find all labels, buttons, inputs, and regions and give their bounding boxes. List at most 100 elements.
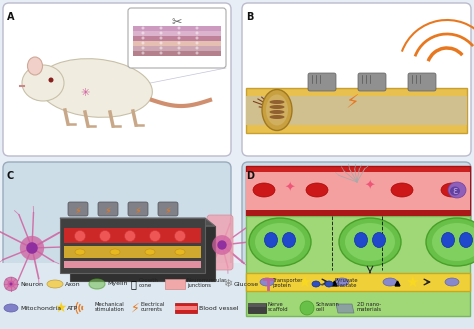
Circle shape	[177, 27, 181, 30]
Text: ⚡: ⚡	[105, 206, 111, 216]
Ellipse shape	[441, 183, 463, 197]
Circle shape	[26, 242, 38, 254]
FancyBboxPatch shape	[133, 46, 221, 50]
Circle shape	[8, 281, 15, 288]
Circle shape	[142, 32, 145, 35]
FancyBboxPatch shape	[98, 202, 118, 216]
Ellipse shape	[426, 218, 474, 266]
Text: ❄: ❄	[223, 279, 233, 289]
Text: Neuron: Neuron	[20, 282, 43, 287]
Text: Blood vessel: Blood vessel	[199, 306, 238, 311]
Ellipse shape	[335, 278, 349, 286]
Ellipse shape	[110, 249, 120, 255]
Ellipse shape	[266, 94, 288, 125]
FancyBboxPatch shape	[133, 36, 221, 40]
FancyBboxPatch shape	[242, 3, 471, 156]
FancyBboxPatch shape	[242, 162, 471, 317]
Ellipse shape	[270, 105, 284, 109]
FancyBboxPatch shape	[358, 73, 386, 91]
FancyBboxPatch shape	[0, 263, 474, 329]
Ellipse shape	[260, 278, 274, 286]
Ellipse shape	[47, 280, 63, 288]
FancyBboxPatch shape	[3, 162, 231, 317]
Circle shape	[195, 27, 199, 30]
FancyBboxPatch shape	[70, 226, 215, 281]
FancyBboxPatch shape	[175, 306, 197, 310]
Ellipse shape	[255, 223, 305, 261]
Ellipse shape	[355, 233, 367, 247]
Text: ⚡: ⚡	[164, 206, 172, 216]
Text: ⚡: ⚡	[74, 206, 82, 216]
Text: C: C	[7, 171, 14, 181]
Ellipse shape	[445, 278, 459, 286]
Circle shape	[212, 235, 232, 255]
Text: ✳: ✳	[80, 88, 90, 98]
FancyBboxPatch shape	[158, 202, 178, 216]
Text: B: B	[246, 12, 254, 22]
Ellipse shape	[450, 187, 460, 195]
Text: ★: ★	[405, 274, 419, 290]
FancyBboxPatch shape	[246, 216, 470, 316]
Ellipse shape	[145, 249, 155, 255]
Circle shape	[217, 240, 227, 250]
Circle shape	[20, 236, 44, 260]
FancyBboxPatch shape	[408, 73, 436, 91]
Ellipse shape	[249, 218, 311, 266]
Ellipse shape	[339, 218, 401, 266]
FancyBboxPatch shape	[133, 31, 221, 36]
Text: ★: ★	[297, 274, 311, 290]
Ellipse shape	[306, 183, 328, 197]
FancyBboxPatch shape	[133, 26, 221, 31]
Circle shape	[159, 27, 163, 30]
FancyBboxPatch shape	[248, 303, 266, 313]
FancyBboxPatch shape	[246, 172, 470, 210]
Ellipse shape	[312, 281, 320, 287]
Ellipse shape	[459, 233, 473, 247]
FancyBboxPatch shape	[246, 210, 470, 216]
FancyBboxPatch shape	[246, 88, 467, 133]
Ellipse shape	[391, 183, 413, 197]
Ellipse shape	[37, 59, 152, 117]
Ellipse shape	[441, 233, 455, 247]
FancyBboxPatch shape	[3, 3, 231, 156]
Circle shape	[142, 46, 145, 49]
FancyBboxPatch shape	[0, 319, 474, 329]
Circle shape	[195, 52, 199, 55]
Text: ε: ε	[452, 186, 458, 196]
FancyBboxPatch shape	[248, 303, 266, 307]
FancyBboxPatch shape	[246, 96, 467, 125]
Circle shape	[142, 41, 145, 44]
Text: ★: ★	[54, 301, 66, 315]
Circle shape	[142, 37, 145, 39]
Text: ATP: ATP	[67, 306, 78, 311]
FancyBboxPatch shape	[246, 273, 470, 291]
Ellipse shape	[448, 182, 466, 198]
Circle shape	[159, 52, 163, 55]
Ellipse shape	[264, 233, 277, 247]
Text: ⚡: ⚡	[345, 93, 359, 113]
Circle shape	[177, 52, 181, 55]
Ellipse shape	[270, 100, 284, 104]
Text: Neuromuscular
junctions: Neuromuscular junctions	[187, 278, 228, 289]
FancyBboxPatch shape	[175, 303, 197, 313]
Text: Axon: Axon	[65, 282, 81, 287]
Circle shape	[159, 32, 163, 35]
Circle shape	[159, 37, 163, 39]
Circle shape	[125, 231, 136, 241]
Text: Growth
cone: Growth cone	[139, 278, 159, 289]
Circle shape	[142, 52, 145, 55]
Circle shape	[177, 32, 181, 35]
Circle shape	[9, 283, 12, 286]
Circle shape	[300, 301, 314, 315]
FancyBboxPatch shape	[60, 218, 205, 273]
Ellipse shape	[175, 249, 185, 255]
FancyBboxPatch shape	[133, 51, 221, 56]
FancyBboxPatch shape	[133, 41, 221, 45]
FancyBboxPatch shape	[64, 261, 201, 268]
Text: Glucose: Glucose	[234, 282, 259, 287]
Circle shape	[195, 41, 199, 44]
Circle shape	[159, 41, 163, 44]
Text: ✦: ✦	[285, 182, 295, 194]
Text: D: D	[246, 171, 254, 181]
Circle shape	[195, 37, 199, 39]
